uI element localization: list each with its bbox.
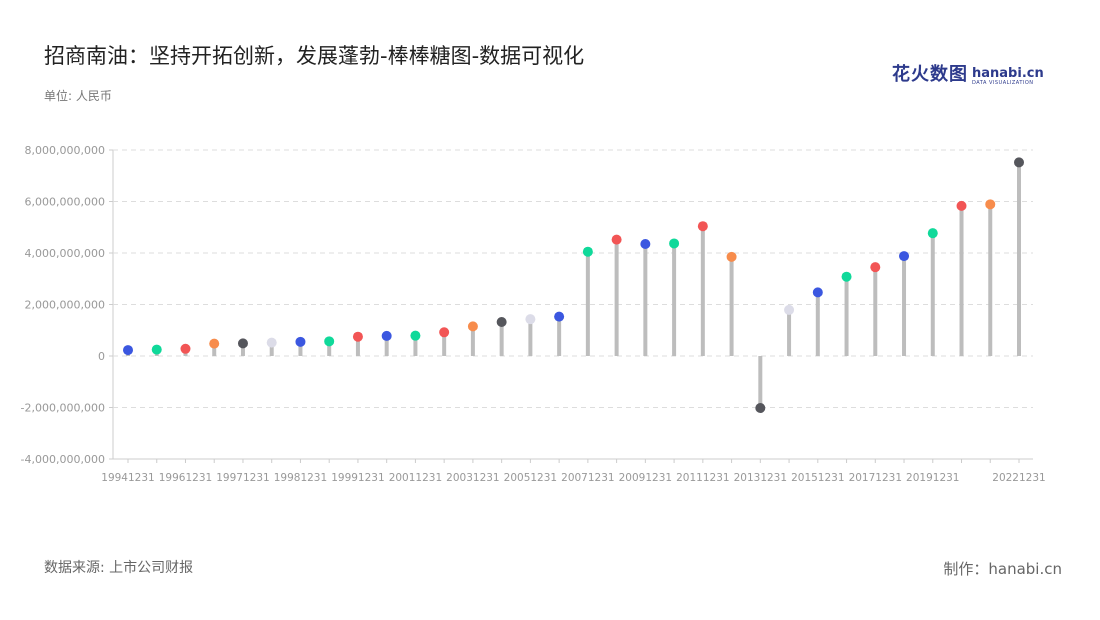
lollipop-dot[interactable] [582, 246, 593, 257]
x-tick-label: 19941231 [101, 472, 154, 484]
x-tick-label: 20111231 [676, 472, 729, 484]
y-tick-label: 8,000,000,000 [25, 144, 105, 157]
lollipop-dot[interactable] [467, 321, 478, 332]
x-tick-label: 19971231 [216, 472, 269, 484]
grid-layer [109, 149, 1033, 463]
lollipop-dot[interactable] [985, 199, 996, 210]
lollipop-dot[interactable] [352, 331, 363, 342]
lollipop-dot[interactable] [870, 262, 881, 273]
lollipop-dot[interactable] [439, 327, 450, 338]
logo-sub-text: DATA VISUALIZATION [972, 80, 1034, 86]
x-tick-label: 19991231 [331, 472, 384, 484]
lollipop-dot[interactable] [669, 238, 680, 249]
lollipop-dot[interactable] [381, 330, 392, 341]
lollipop-dot[interactable] [956, 200, 967, 211]
lollipop-dot[interactable] [640, 238, 651, 249]
credit-label: 制作：hanabi.cn [943, 560, 1062, 578]
logo-cn-text: 花火数图 [892, 64, 968, 85]
lollipop-dot[interactable] [180, 343, 191, 354]
lollipop-dot[interactable] [525, 314, 536, 325]
x-tick-label: 20051231 [504, 472, 557, 484]
lollipop-dot[interactable] [784, 304, 795, 315]
lollipop-dot[interactable] [611, 234, 622, 245]
lollipop-dot[interactable] [927, 228, 938, 239]
lollipop-dot[interactable] [812, 287, 823, 298]
y-tick-label: -4,000,000,000 [21, 453, 105, 466]
lollipop-dot[interactable] [324, 336, 335, 347]
y-tick-label: 6,000,000,000 [25, 196, 105, 209]
x-tick-label: 20011231 [389, 472, 442, 484]
chart-title: 招商南油：坚持开拓创新，发展蓬勃-棒棒糖图-数据可视化 [44, 44, 585, 68]
x-tick-label: 20191231 [906, 472, 959, 484]
lollipop-dot[interactable] [755, 403, 766, 414]
lollipop-dot[interactable] [410, 330, 421, 341]
x-tick-label: 20171231 [849, 472, 902, 484]
axis-labels: -4,000,000,000 -2,000,000,000 0 2,000,000,0… [21, 144, 1046, 484]
unit-label: 单位: 人民币 [44, 89, 112, 103]
x-tick-label: 19961231 [159, 472, 212, 484]
lollipop-dot[interactable] [209, 338, 220, 349]
lollipop-dot[interactable] [1014, 157, 1024, 168]
lollipop-dot[interactable] [295, 336, 306, 347]
data-source: 数据来源: 上市公司财报 [44, 560, 194, 576]
x-tick-label: 20031231 [446, 472, 499, 484]
y-tick-label: -2,000,000,000 [21, 402, 105, 415]
lollipop-dot[interactable] [496, 317, 507, 328]
lollipop-dot[interactable] [899, 251, 910, 262]
lollipop-dot[interactable] [123, 345, 133, 356]
x-tick-label: 20221231 [992, 472, 1045, 484]
lollipop-dot[interactable] [841, 271, 852, 282]
x-tick-label: 20091231 [619, 472, 672, 484]
brand-logo: 花火数图 hanabi.cn DATA VISUALIZATION [892, 60, 1044, 86]
x-tick-label: 20131231 [734, 472, 787, 484]
logo-en-block: hanabi.cn DATA VISUALIZATION [972, 67, 1044, 86]
x-tick-label: 20071231 [561, 472, 614, 484]
lollipop-dot[interactable] [697, 221, 708, 232]
y-tick-label: 0 [98, 350, 105, 363]
x-tick-label: 20151231 [791, 472, 844, 484]
dot-layer [123, 157, 1024, 414]
stem-layer [126, 162, 1021, 409]
y-tick-label: 2,000,000,000 [25, 299, 105, 312]
lollipop-dot[interactable] [151, 344, 162, 355]
lollipop-dot[interactable] [266, 337, 277, 348]
logo-en-text: hanabi.cn [972, 66, 1044, 81]
lollipop-dot[interactable] [237, 338, 248, 349]
lollipop-dot[interactable] [726, 251, 737, 262]
x-tick-label: 19981231 [274, 472, 327, 484]
y-tick-label: 4,000,000,000 [25, 247, 105, 260]
lollipop-dot[interactable] [554, 311, 565, 322]
